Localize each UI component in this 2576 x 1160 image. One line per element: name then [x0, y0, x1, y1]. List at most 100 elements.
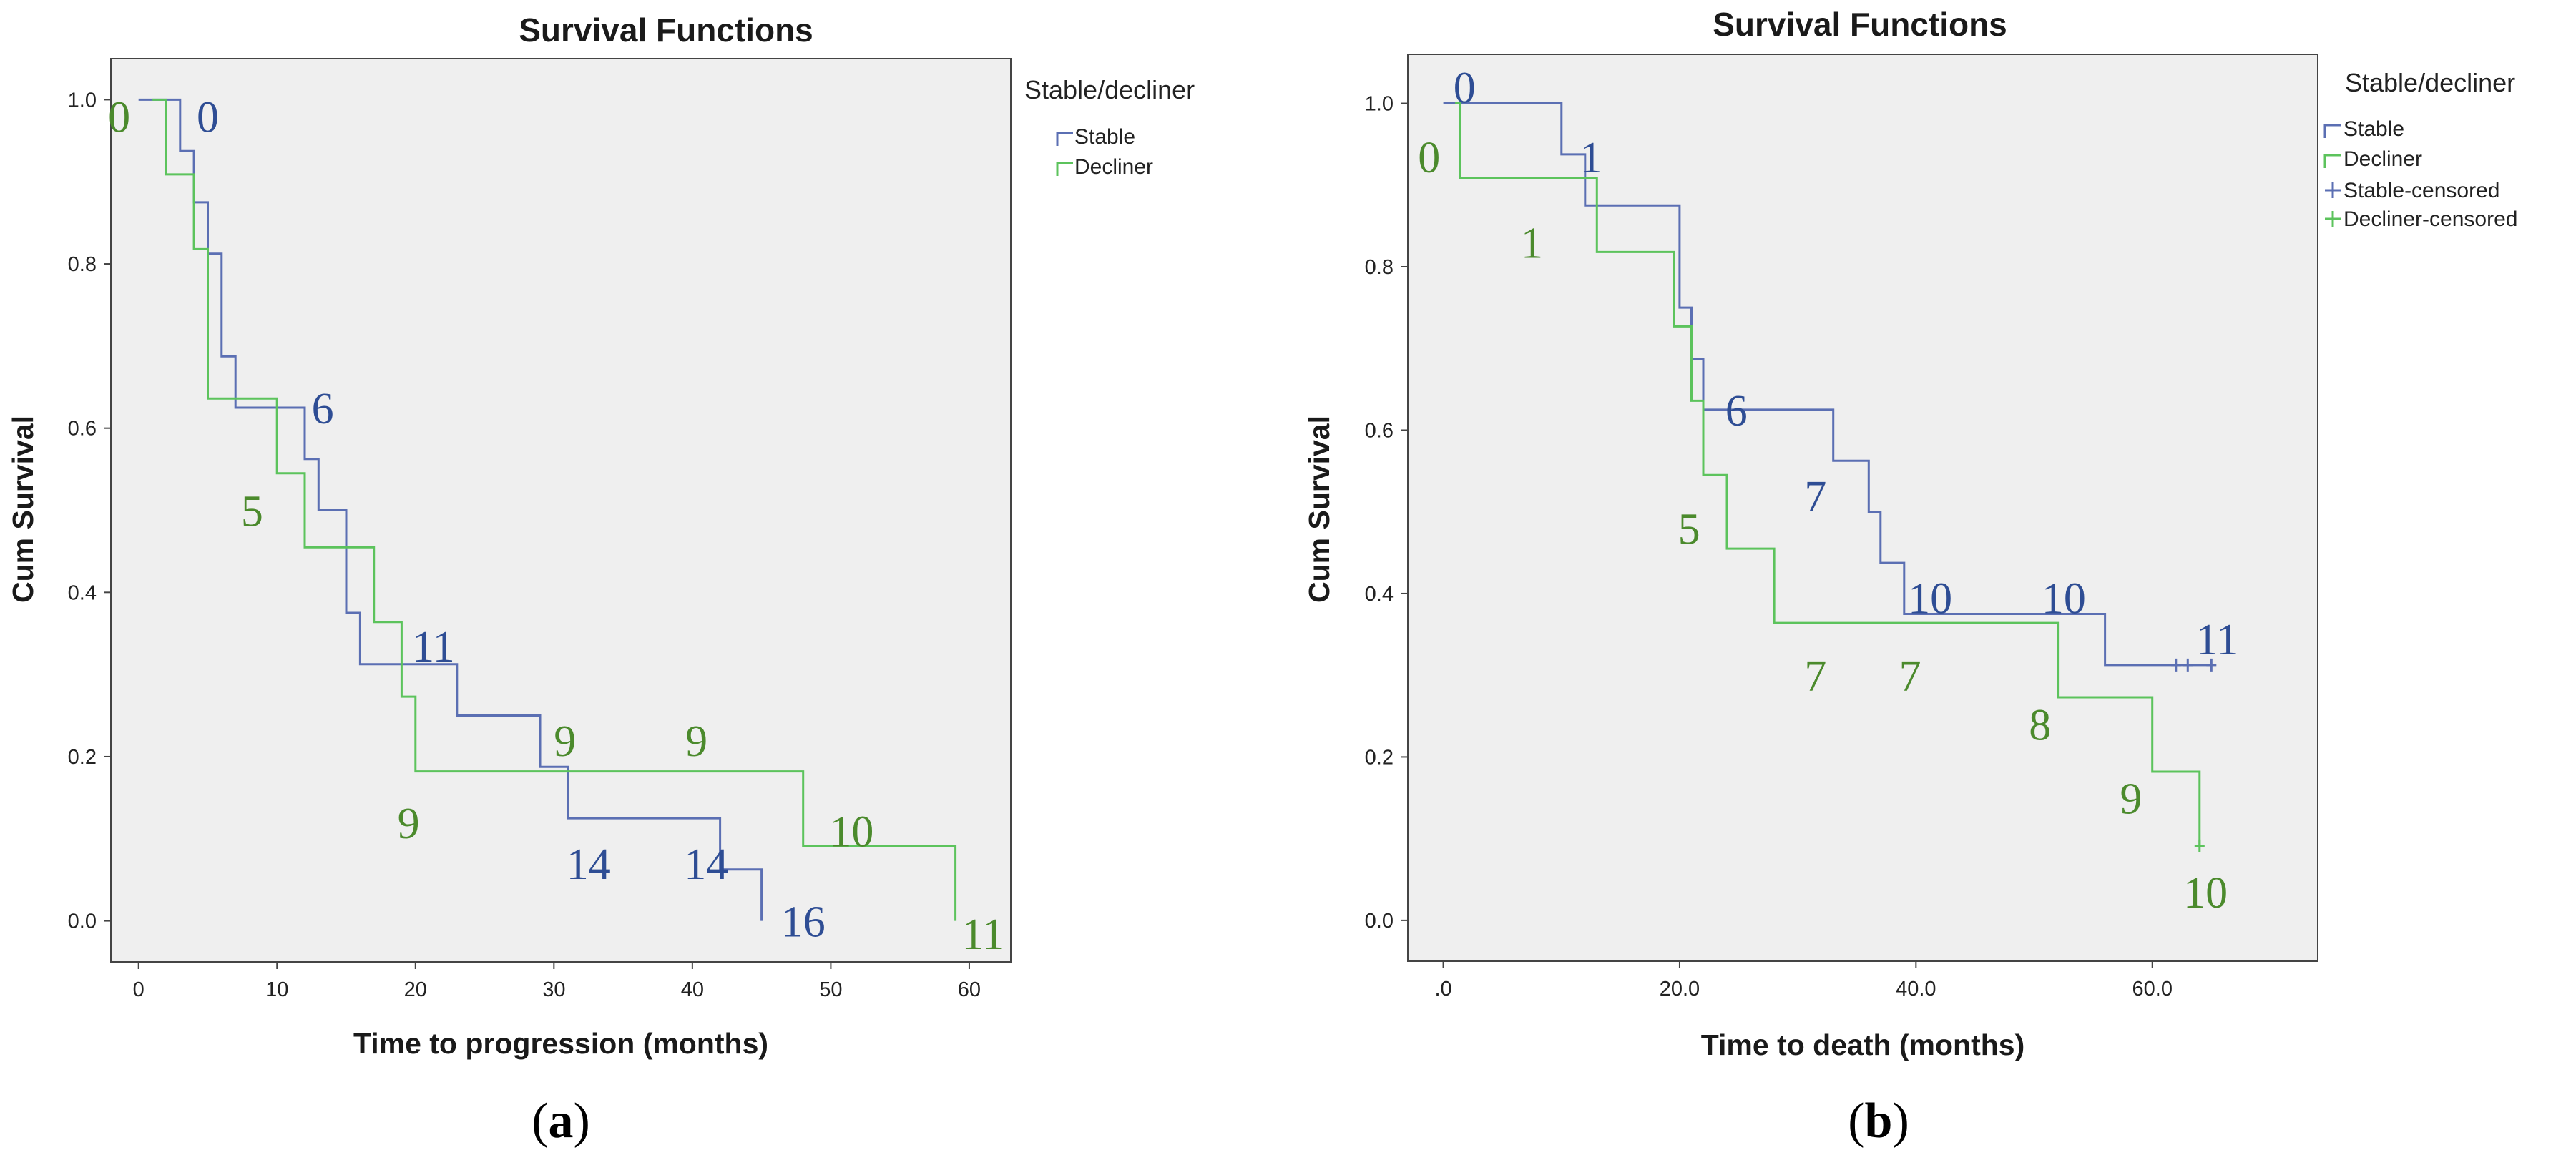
- panel-letter-b: b: [1865, 1093, 1893, 1149]
- legend-item-stable-censored-b: Stable-censored: [2325, 179, 2499, 202]
- censor-mark-stable: [2206, 658, 2217, 672]
- x-axis-label-a: Time to progression (months): [353, 1027, 768, 1060]
- tick-group-a: 0 10 20 30 40 50 600.00.20.40.60.81.0: [68, 89, 981, 1001]
- legend-a: Stable/decliner Stable Decliner: [1024, 75, 1195, 179]
- x-tick-label: 60: [958, 978, 981, 1001]
- legend-item-stable-a: Stable: [1056, 125, 1135, 149]
- at-risk-label-decliner: 5: [241, 488, 263, 536]
- at-risk-label-stable: 11: [412, 623, 455, 672]
- y-axis-label-b: Cum Survival: [1303, 416, 1336, 603]
- y-axis-label-a: Cum Survival: [6, 416, 39, 603]
- legend-item-decliner-a: Decliner: [1056, 155, 1153, 179]
- annotation-group-a: 0 6 11 14 14 16 0 5 9 9 9 10 11: [108, 93, 1004, 958]
- at-risk-label-stable: 6: [1725, 387, 1748, 436]
- at-risk-label-decliner: 11: [961, 910, 1004, 959]
- y-tick-label: 1.0: [1365, 93, 1394, 116]
- y-tick-label: 0.6: [68, 418, 97, 441]
- legend-label-stable-a: Stable: [1074, 125, 1135, 149]
- legend-title-b: Stable/decliner: [2345, 68, 2515, 97]
- x-tick-label: 40: [681, 978, 704, 1001]
- at-risk-label-decliner: 7: [1899, 652, 1921, 701]
- legend-swatch-decliner-a: [1056, 162, 1073, 176]
- legend-item-stable-b: Stable: [2323, 117, 2404, 141]
- series-group-a: [138, 98, 957, 921]
- at-risk-label-decliner: 1: [1521, 220, 1543, 268]
- x-axis-label-b: Time to death (months): [1701, 1028, 2025, 1061]
- legend-label-decliner-a: Decliner: [1074, 155, 1153, 179]
- y-tick-label: 0.0: [1365, 910, 1394, 933]
- panel-label-a: (a): [532, 1093, 590, 1149]
- y-tick-label: 0.4: [1365, 583, 1394, 606]
- series-group-b: [1443, 102, 2217, 852]
- x-tick-label: 50: [819, 978, 842, 1001]
- y-tick-label: 0.8: [68, 253, 97, 276]
- y-tick-label: 0.8: [1365, 256, 1394, 279]
- y-tick-label: 0.4: [68, 581, 97, 604]
- legend-swatch-stable-censored-b: [2325, 182, 2341, 198]
- at-risk-label-stable: 10: [2042, 575, 2086, 624]
- at-risk-label-stable: 14: [567, 840, 611, 889]
- at-risk-label-stable: 14: [684, 840, 728, 889]
- at-risk-label-decliner: 8: [2029, 702, 2051, 750]
- x-tick-label: 10: [265, 978, 288, 1001]
- legend-swatch-stable-a: [1056, 132, 1073, 146]
- at-risk-label-stable: 7: [1804, 473, 1826, 521]
- x-tick-label: .0: [1434, 978, 1451, 1001]
- plot-area-a: [110, 58, 1012, 963]
- series-line-stable: [1443, 102, 2212, 667]
- at-risk-label-decliner: 9: [685, 717, 707, 766]
- at-risk-label-decliner: 5: [1678, 506, 1700, 554]
- x-tick-label: 60.0: [2132, 978, 2173, 1001]
- legend-b: Stable/decliner Stable Decliner Stable-c…: [2323, 68, 2517, 231]
- at-risk-label-decliner: 9: [2120, 775, 2142, 824]
- at-risk-label-stable: 11: [2196, 616, 2239, 664]
- y-tick-label: 0.2: [1365, 746, 1394, 769]
- at-risk-label-decliner: 10: [829, 807, 873, 856]
- chart-title-b: Survival Functions: [1713, 6, 2007, 43]
- panel-label-b: (b): [1848, 1093, 1909, 1149]
- tick-group-b: .0 20.0 40.0 60.0 0.0 0.2 0.4 0.6 0.8 1.0: [1365, 93, 2173, 1001]
- censor-mark-stable: [2183, 658, 2193, 672]
- legend-label-decliner-censored-b: Decliner-censored: [2344, 207, 2517, 231]
- series-line-decliner: [1455, 102, 2201, 846]
- series-line-stable: [138, 98, 763, 921]
- at-risk-label-stable: 1: [1580, 134, 1602, 182]
- at-risk-label-decliner: 9: [398, 800, 420, 848]
- series-line-decliner: [152, 98, 957, 921]
- panel-a: Survival Functions Time to progression (…: [6, 11, 1195, 1149]
- at-risk-label-decliner: 0: [1418, 134, 1440, 182]
- plot-area-b: [1407, 54, 2318, 962]
- at-risk-label-decliner: 9: [554, 717, 576, 766]
- legend-title-a: Stable/decliner: [1024, 75, 1195, 104]
- at-risk-label-decliner: 0: [108, 93, 130, 142]
- x-tick-label: 30: [542, 978, 565, 1001]
- legend-item-decliner-b: Decliner: [2323, 147, 2422, 171]
- legend-label-stable-censored-b: Stable-censored: [2344, 179, 2499, 202]
- at-risk-label-decliner: 7: [1804, 652, 1826, 701]
- legend-label-stable-b: Stable: [2344, 117, 2404, 141]
- at-risk-label-stable: 10: [1908, 575, 1952, 624]
- legend-swatch-decliner-b: [2323, 154, 2341, 168]
- x-tick-label: 0: [133, 978, 145, 1001]
- x-tick-label: 20.0: [1660, 978, 1700, 1001]
- y-tick-label: 0.6: [1365, 419, 1394, 442]
- annotation-group-b: 0 1 6 7 10 10 11 0 1 5 7 7 8 9 10: [1418, 64, 2238, 918]
- at-risk-label-stable: 0: [197, 93, 219, 142]
- at-risk-label-stable: 6: [312, 385, 334, 433]
- x-tick-label: 40.0: [1896, 978, 1936, 1001]
- at-risk-label-stable: 0: [1454, 64, 1476, 113]
- at-risk-label-decliner: 10: [2183, 869, 2228, 918]
- panel-b: Survival Functions Time to death (months…: [1303, 6, 2517, 1149]
- chart-title-a: Survival Functions: [519, 11, 813, 49]
- y-tick-label: 0.2: [68, 746, 97, 769]
- censor-mark-decliner: [2194, 839, 2205, 852]
- y-tick-label: 0.0: [68, 910, 97, 933]
- censor-mark-stable: [2170, 658, 2181, 672]
- legend-item-decliner-censored-b: Decliner-censored: [2325, 207, 2517, 231]
- panel-letter-a: a: [549, 1093, 574, 1149]
- legend-label-decliner-b: Decliner: [2344, 147, 2422, 171]
- x-tick-label: 20: [404, 978, 427, 1001]
- at-risk-label-stable: 16: [781, 898, 826, 947]
- legend-swatch-decliner-censored-b: [2325, 211, 2341, 227]
